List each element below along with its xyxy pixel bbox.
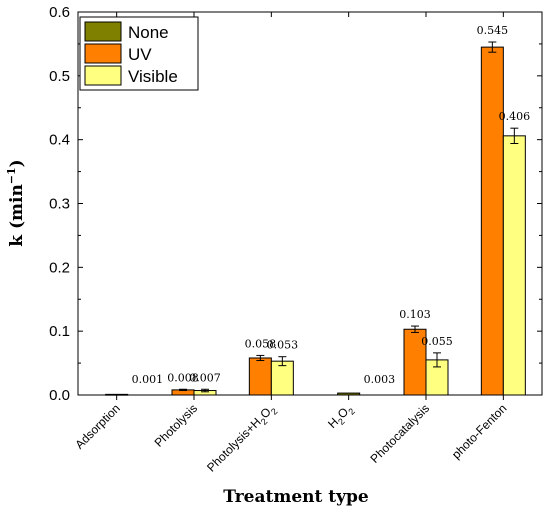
x-tick-label: Photolysis+H2O2 (204, 401, 279, 476)
y-tick-label: 0.1 (49, 323, 70, 340)
data-label: 0.058 (245, 337, 277, 350)
bar-visible (502, 135, 526, 396)
x-tick-label-subscript: 2 (259, 416, 270, 427)
x-tick-label-text: photo-Fenton (449, 401, 509, 461)
y-axis-title-close: ) (7, 159, 27, 167)
data-label: 0.008 (167, 371, 199, 384)
y-tick-label: 0.5 (49, 68, 70, 85)
x-tick-label: H2O2 (325, 401, 357, 433)
bar-uv (248, 357, 272, 396)
data-label: 0.545 (477, 24, 509, 37)
x-tick-label: Photocatalysis (368, 401, 433, 466)
x-tick-label-text: Photocatalysis (368, 401, 433, 466)
x-tick-label-text: Photolysis (152, 401, 201, 450)
legend-label-uv: UV (128, 45, 152, 64)
y-axis-title: k (min−1) (5, 159, 27, 246)
x-tick-label: photo-Fenton (449, 401, 509, 461)
legend-swatch-none (84, 21, 122, 42)
x-axis-title: Treatment type (223, 487, 369, 507)
data-label: 0.007 (189, 371, 221, 384)
bar-uv (480, 46, 504, 396)
y-axis-title-base: k (min (7, 184, 27, 247)
x-tick-label: Photolysis (152, 401, 201, 450)
data-label: 0.003 (364, 373, 396, 386)
y-tick-label: 0.2 (49, 259, 70, 276)
data-label: 0.055 (421, 335, 453, 348)
data-label: 0.053 (267, 339, 299, 352)
x-tick-label-text: Photolysis+H (204, 415, 264, 475)
legend-label-visible: Visible (128, 67, 178, 86)
y-tick-label: 0.3 (49, 196, 70, 213)
bars (105, 41, 526, 396)
y-tick-label: 0.0 (49, 387, 70, 404)
legend-swatch-uv (84, 43, 122, 64)
x-tick-label-subscript: 2 (336, 416, 347, 427)
bar-none (337, 392, 361, 396)
y-axis: 0.0 0.1 0.2 0.3 0.4 0.5 0.6 (49, 4, 542, 404)
x-tick-label-text: Adsorption (72, 401, 122, 451)
x-tick-label: Adsorption (72, 401, 122, 451)
data-label: 0.406 (499, 110, 531, 123)
legend-swatch-visible (84, 65, 122, 86)
bar-visible (270, 360, 294, 396)
x-tick-label-subscript: 2 (346, 406, 357, 417)
x-tick-label-subscript: 2 (269, 406, 280, 417)
y-tick-label: 0.6 (49, 4, 70, 21)
bar-none (105, 393, 129, 396)
y-axis-title-sup: −1 (5, 167, 18, 184)
legend: None UV Visible (79, 16, 199, 91)
data-label: 0.103 (399, 308, 431, 321)
legend-label-none: None (128, 23, 169, 42)
y-tick-label: 0.4 (49, 132, 70, 149)
data-label: 0.001 (132, 373, 164, 386)
